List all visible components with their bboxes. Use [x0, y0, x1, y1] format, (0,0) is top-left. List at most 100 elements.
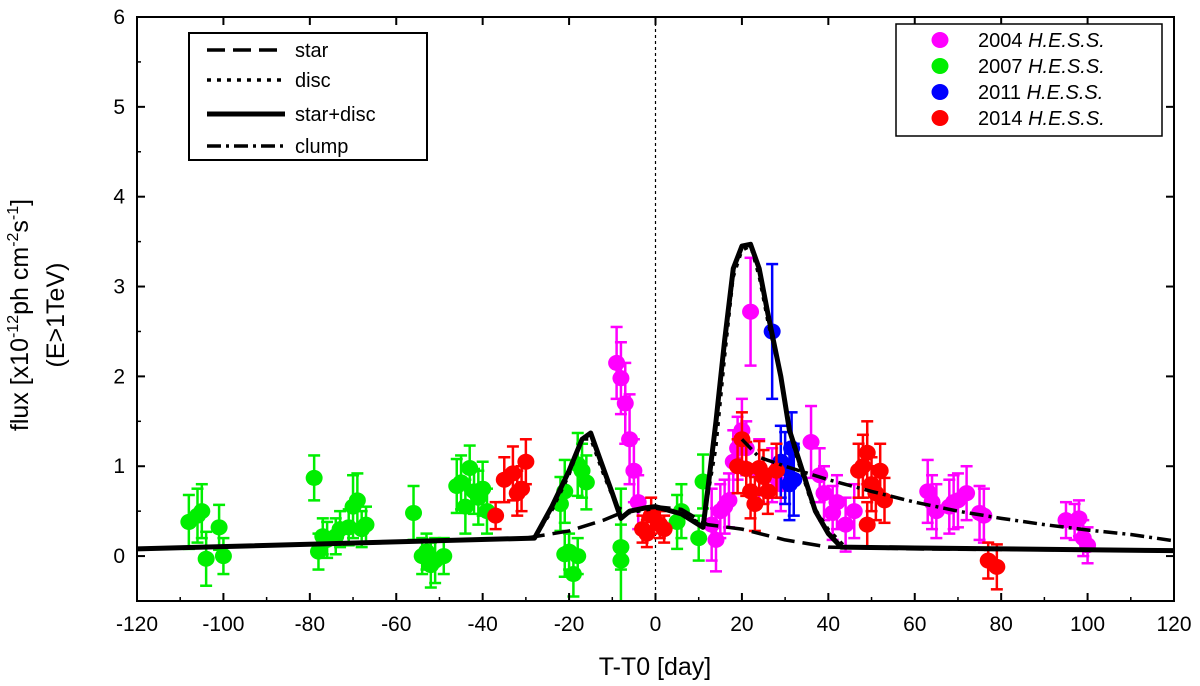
legend-label-2004: 2004 H.E.S.S. — [978, 30, 1105, 52]
y-tick-label: 3 — [113, 276, 125, 299]
legend-clump-label: clump — [295, 136, 348, 158]
x-tick-label: 0 — [650, 613, 662, 636]
data-point — [193, 503, 211, 520]
y-axis-title: flux [x10-12ph cm-2s-1] (E>1TeV) — [5, 199, 70, 431]
legend-instrument: H.E.S.S. — [1028, 108, 1105, 130]
x-tick-label: -40 — [467, 613, 497, 636]
data-point — [612, 552, 630, 569]
model-layer — [137, 241, 1174, 554]
x-tick-label: 60 — [903, 613, 926, 636]
legend-year: 2004 — [978, 30, 1028, 52]
data-point — [746, 495, 764, 512]
data-point — [802, 433, 820, 450]
x-tick-label: 100 — [1070, 613, 1105, 636]
y-axis-title-sup: -2 — [5, 232, 22, 246]
legend-label-2014: 2014 H.E.S.S. — [978, 108, 1105, 130]
legend-year: 2007 — [978, 56, 1028, 78]
data-point — [197, 550, 215, 567]
y-tick-label: 0 — [113, 545, 125, 568]
data-point — [837, 516, 855, 533]
data-point — [759, 483, 777, 500]
data-point — [456, 498, 474, 515]
data-point — [767, 462, 785, 479]
data-point — [1070, 510, 1088, 527]
x-axis-title: T-T0 [day] — [599, 653, 712, 681]
model-curve-star-disc — [137, 241, 1174, 554]
svg-text:flux [x10-12ph cm-2s-1]: flux [x10-12ph cm-2s-1] — [5, 199, 34, 431]
legend-marker-2004 — [931, 32, 949, 48]
y-tick-label: 2 — [113, 365, 125, 388]
data-point — [858, 516, 876, 533]
model-legend-box — [188, 32, 428, 161]
x-tick-label: 40 — [817, 613, 840, 636]
data-point — [487, 507, 505, 524]
data-point — [655, 521, 673, 538]
legend-label-2011: 2011 H.E.S.S. — [978, 82, 1103, 104]
legend-year: 2011 — [978, 82, 1027, 104]
data-point — [975, 507, 993, 524]
legend-instrument: H.E.S.S. — [1028, 30, 1105, 52]
x-tick-label: -80 — [295, 613, 325, 636]
series-2011 — [763, 262, 803, 522]
x-tick-label: 80 — [989, 613, 1012, 636]
data-point — [612, 370, 630, 387]
data-legend-entries: 2004 H.E.S.S.2007 H.E.S.S.2011 H.E.S.S.2… — [931, 30, 1105, 130]
model-legend: star disc star+disc clump — [188, 32, 428, 161]
data-point — [845, 503, 863, 520]
model-curve-clump — [740, 438, 1174, 543]
y-axis-title-line2: (E>1TeV) — [42, 263, 70, 368]
data-point — [815, 485, 833, 502]
x-tick-label: -120 — [116, 613, 158, 636]
x-tick-label: -100 — [202, 613, 244, 636]
y-axis-title-sup: -1 — [5, 206, 22, 220]
y-tick-label: 6 — [113, 6, 125, 29]
data-point — [720, 492, 738, 509]
data-point — [690, 530, 708, 547]
model-curve-star — [137, 504, 1174, 553]
y-tick-label: 5 — [113, 96, 125, 119]
legend-label-2007: 2007 H.E.S.S. — [978, 56, 1105, 78]
x-tick-label: 20 — [730, 613, 753, 636]
y-axis-title-part: ph cm — [6, 247, 34, 315]
data-point — [504, 465, 522, 482]
data-point — [357, 516, 375, 533]
data-point — [742, 303, 760, 320]
data-point — [871, 462, 889, 479]
data-point — [927, 503, 945, 520]
data-point — [616, 395, 634, 412]
data-point — [988, 558, 1006, 575]
legend-disc-label: disc — [295, 70, 331, 92]
legend-star-label: star — [295, 40, 329, 62]
data-point — [435, 548, 453, 565]
data-point — [569, 548, 587, 565]
legend-marker-2014 — [931, 110, 949, 126]
data-point — [577, 474, 595, 491]
x-tick-label: 120 — [1156, 613, 1191, 636]
y-tick-label: 1 — [113, 455, 125, 478]
legend-star-disc-label: star+disc — [295, 104, 376, 126]
y-tick-label: 4 — [113, 186, 125, 209]
legend-marker-2007 — [931, 58, 949, 74]
data-point — [854, 458, 872, 475]
data-point — [405, 504, 423, 521]
data-point — [785, 471, 803, 488]
data-point — [958, 485, 976, 502]
y-axis-title-sup: -12 — [5, 315, 22, 338]
data-point — [305, 469, 323, 486]
data-point — [210, 519, 228, 536]
x-tick-label: -60 — [381, 613, 411, 636]
legend-year: 2014 — [978, 108, 1028, 130]
axis-layer: -120 -100 -80 -60 -40 -20 0 20 40 60 80 100 120 0 1 2 3 4… — [113, 6, 1191, 636]
x-tick-label: -20 — [554, 613, 584, 636]
data-legend: 2004 H.E.S.S.2007 H.E.S.S.2011 H.E.S.S.2… — [895, 23, 1163, 137]
legend-instrument: H.E.S.S. — [1027, 82, 1104, 104]
y-axis-title-part: s — [6, 220, 34, 233]
data-point — [348, 492, 366, 509]
data-point — [517, 453, 535, 470]
legend-marker-2011 — [931, 84, 949, 100]
y-axis-title-part: flux [x10 — [6, 338, 34, 431]
legend-instrument: H.E.S.S. — [1028, 56, 1105, 78]
y-axis-title-part: ] — [6, 199, 34, 206]
data-point — [214, 548, 232, 565]
